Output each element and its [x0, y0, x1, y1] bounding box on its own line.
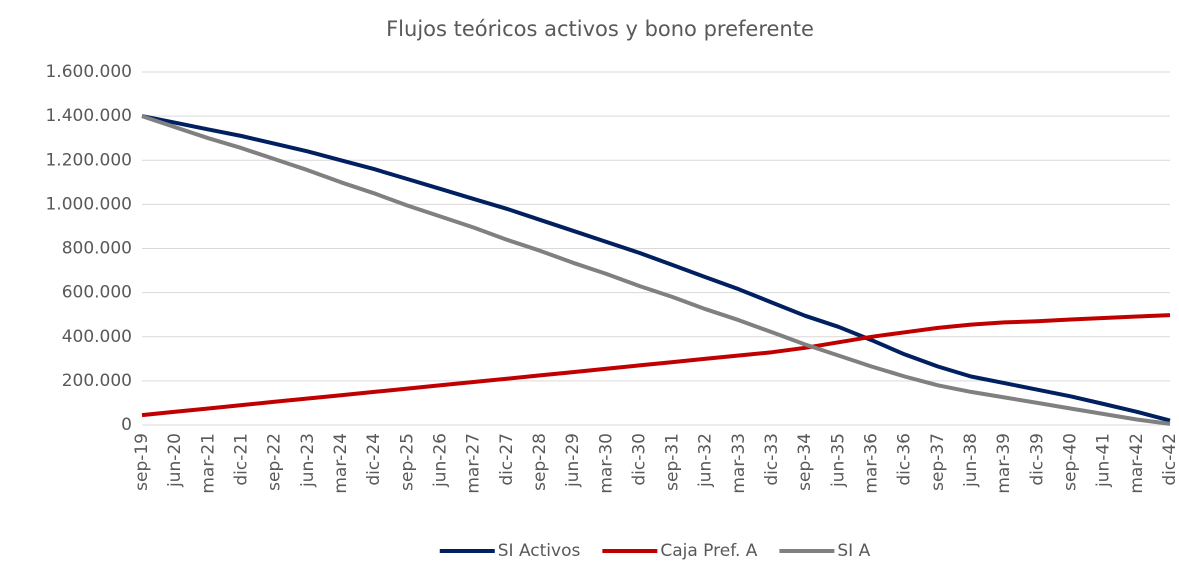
y-tick-label: 1.000.000	[45, 194, 132, 214]
series-line	[141, 313, 1171, 418]
legend-label: SI A	[837, 541, 870, 561]
x-tick-label: jun-20	[165, 433, 185, 488]
x-tick-label: dic-33	[762, 433, 782, 486]
x-tick-label: sep-31	[663, 433, 683, 491]
x-tick-label: jun-32	[696, 433, 716, 488]
x-tick-label: jun-35	[828, 433, 848, 488]
x-tick-label: mar-33	[729, 433, 749, 494]
x-tick-label: dic-39	[1027, 433, 1047, 486]
x-tick-label: sep-37	[928, 433, 948, 491]
x-tick-label: sep-28	[530, 433, 550, 491]
x-tick-label: mar-30	[596, 433, 616, 494]
x-tick-label: mar-36	[862, 433, 882, 494]
x-tick-label: sep-40	[1061, 433, 1081, 491]
y-tick-label: 1.600.000	[45, 62, 132, 82]
legend-label: Caja Pref. A	[660, 541, 757, 561]
series-line	[141, 114, 1171, 423]
series-line	[141, 114, 1171, 426]
x-tick-label: jun-23	[298, 433, 318, 488]
x-tick-label: mar-24	[331, 433, 351, 494]
x-tick-label: sep-25	[397, 433, 417, 491]
x-tick-label: mar-27	[464, 433, 484, 494]
x-tick-label: dic-36	[895, 433, 915, 486]
x-tick-label: dic-42	[1160, 433, 1179, 486]
x-tick-label: sep-19	[132, 433, 152, 491]
chart-title: Flujos teóricos activos y bono preferent…	[386, 17, 814, 41]
legend-label: SI Activos	[498, 541, 581, 561]
x-tick-label: jun-26	[430, 433, 450, 488]
y-tick-label: 800.000	[62, 239, 132, 259]
x-tick-label: sep-22	[265, 433, 285, 491]
x-tick-label: dic-27	[497, 433, 517, 486]
x-tick-label: mar-21	[198, 433, 218, 494]
x-tick-label: sep-34	[795, 433, 815, 491]
x-tick-label: jun-41	[1094, 433, 1114, 488]
y-tick-label: 600.000	[62, 283, 132, 303]
y-tick-label: 1.400.000	[45, 106, 132, 126]
x-tick-label: dic-21	[231, 433, 251, 486]
y-tick-label: 200.000	[62, 371, 132, 391]
x-tick-label: jun-38	[961, 433, 981, 488]
x-tick-label: mar-39	[994, 433, 1014, 494]
y-tick-label: 1.200.000	[45, 150, 132, 170]
x-tick-label: mar-42	[1127, 433, 1147, 494]
x-tick-label: jun-29	[563, 433, 583, 488]
x-tick-label: dic-30	[629, 433, 649, 486]
y-tick-label: 0	[121, 415, 132, 435]
y-tick-label: 400.000	[62, 327, 132, 347]
x-tick-label: dic-24	[364, 433, 384, 486]
